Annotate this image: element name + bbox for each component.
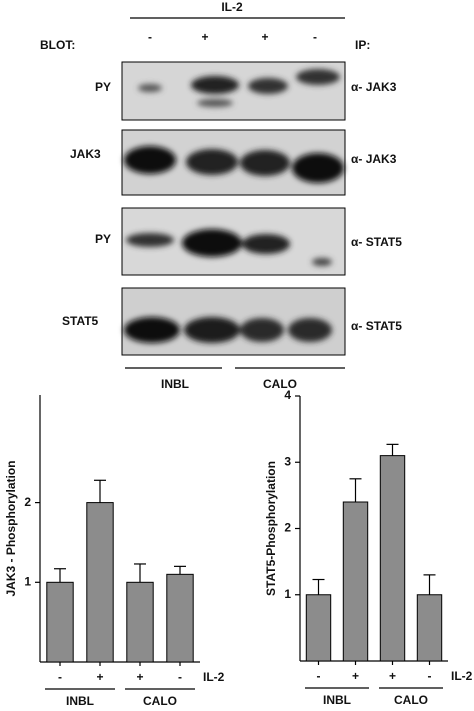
treatment-label: IL-2: [203, 670, 225, 684]
ip-name: α- STAT5: [351, 319, 402, 333]
bar: [46, 581, 74, 663]
blot-name: PY: [95, 232, 111, 246]
treatment: -: [313, 30, 317, 44]
bands: [138, 69, 340, 107]
bands: [124, 146, 344, 183]
group-label: INBL: [323, 693, 351, 707]
x-tick-label: +: [96, 670, 103, 684]
bar: [305, 594, 332, 662]
x-tick-label: +: [352, 669, 359, 683]
x-tick-label: +: [136, 670, 143, 684]
y-tick-label: 2: [24, 495, 31, 509]
group-label: INBL: [66, 694, 94, 708]
treatment: -: [148, 30, 152, 44]
bar: [86, 502, 114, 663]
blot-name: PY: [95, 80, 111, 94]
bar-chart: 1 2 JAK3 - Phosphorylation - + + - IL-2 INBL CALO: [4, 395, 225, 708]
x-tick-label: -: [428, 669, 432, 683]
treatment: +: [261, 30, 268, 44]
y-tick-label: 4: [284, 388, 291, 402]
bar: [342, 501, 369, 662]
bar: [166, 573, 194, 663]
treatment: +: [201, 30, 208, 44]
x-tick-label: +: [389, 669, 396, 683]
y-tick-label: 1: [24, 574, 31, 588]
bar-chart: 1 2 3 4 STAT5-Phosphorylation - + + - IL-2 INBL CAL…: [264, 388, 472, 707]
y-tick-label: 3: [284, 454, 291, 468]
bands: [126, 229, 332, 266]
group-label: CALO: [394, 693, 428, 707]
blot-panels: PY α- JAK3 JAK3 α- JAK3 PY α- STAT5 STAT…: [62, 61, 402, 391]
ip-name: α- JAK3: [351, 152, 397, 166]
group-label: INBL: [161, 377, 189, 391]
bands: [124, 317, 332, 343]
y-tick-label: 1: [284, 587, 291, 601]
blot-name: STAT5: [62, 314, 99, 328]
treatment-label: IL-2: [451, 669, 473, 683]
x-tick-label: -: [317, 669, 321, 683]
group-label: CALO: [263, 377, 297, 391]
x-tick-label: -: [178, 670, 182, 684]
il2-label: IL-2: [221, 0, 243, 14]
y-axis-label: STAT5-Phosphorylation: [264, 461, 278, 596]
ip-name: α- JAK3: [351, 80, 397, 94]
x-tick-label: -: [58, 670, 62, 684]
bar: [126, 581, 154, 663]
bar: [416, 594, 443, 662]
group-label: CALO: [143, 694, 177, 708]
blot-label: BLOT:: [40, 38, 75, 52]
y-axis-label: JAK3 - Phosphorylation: [4, 460, 18, 596]
y-tick-label: 2: [284, 521, 291, 535]
bar: [379, 455, 406, 662]
blot-name: JAK3: [70, 147, 101, 161]
ip-name: α- STAT5: [351, 235, 402, 249]
ip-label: IP:: [355, 38, 370, 52]
blot-header: IL-2 - + + - BLOT: IP:: [40, 0, 370, 52]
